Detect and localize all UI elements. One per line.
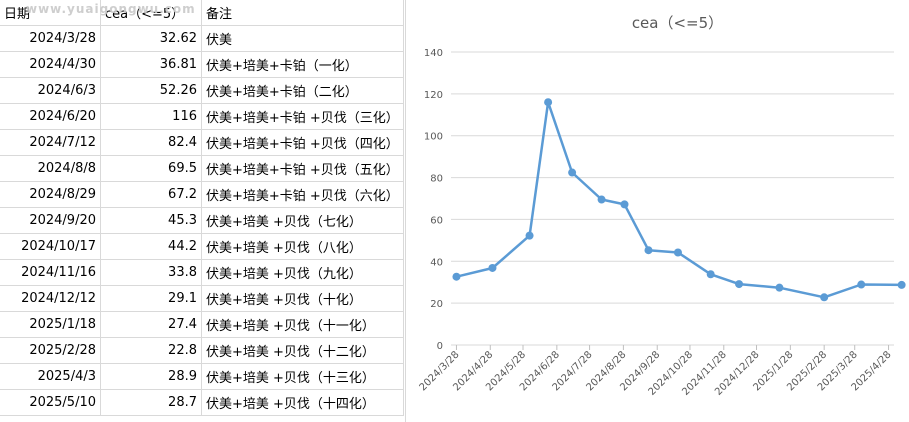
data-point — [735, 280, 744, 289]
table-row: 2024/8/29 67.2 伏美+培美+卡铂 +贝伐（六化） — [0, 181, 404, 208]
table-row: 2024/7/12 82.4 伏美+培美+卡铂 +贝伐（四化） — [0, 129, 404, 156]
cell-date[interactable]: 2024/8/8 — [0, 155, 101, 182]
table-row: 2024/6/20 116 伏美+培美+卡铂 +贝伐（三化） — [0, 103, 404, 130]
y-tick-label: 20 — [430, 299, 443, 310]
spreadsheet: 日期 cea（<=5） 备注 2024/3/28 32.62 伏美 2024/4/30… — [0, 0, 404, 422]
data-point — [897, 280, 906, 289]
data-point — [820, 293, 829, 302]
data-point — [525, 231, 534, 240]
cea-line-chart: cea（<=5）0204060801001201402024/3/282024/… — [418, 14, 906, 398]
cell-cea[interactable]: 44.2 — [100, 233, 202, 260]
y-tick-label: 40 — [430, 257, 443, 268]
table-row: 2025/2/28 22.8 伏美+培美 +贝伐（十二化） — [0, 337, 404, 364]
y-tick-label: 140 — [424, 48, 443, 59]
cell-date[interactable]: 2025/1/18 — [0, 311, 101, 338]
cell-cea[interactable]: 33.8 — [100, 259, 202, 286]
cell-date[interactable]: 2025/5/10 — [0, 389, 101, 416]
cell-note[interactable]: 伏美+培美 +贝伐（八化） — [201, 233, 404, 260]
header-note[interactable]: 备注 — [201, 0, 404, 26]
watermark-text: www.yuaigongwu.com — [26, 2, 196, 16]
chart-container[interactable]: cea（<=5） 0 20 40 60 80 100 120 140 2024/3/28 2024/… — [405, 0, 909, 422]
table-row: 2024/12/12 29.1 伏美+培美 +贝伐（十化） — [0, 285, 404, 312]
y-tick-label: 60 — [430, 215, 443, 226]
data-point — [452, 272, 461, 281]
data-point — [597, 195, 606, 204]
table-row: 2024/10/17 44.2 伏美+培美 +贝伐（八化） — [0, 233, 404, 260]
y-tick-label: 80 — [430, 174, 443, 185]
cell-cea[interactable]: 45.3 — [100, 207, 202, 234]
cell-date[interactable]: 2024/3/28 — [0, 25, 101, 52]
cell-note[interactable]: 伏美+培美 +贝伐（十一化） — [201, 311, 404, 338]
y-tick-label: 100 — [424, 132, 443, 143]
data-point — [775, 283, 784, 292]
cell-note[interactable]: 伏美+培美+卡铂（一化） — [201, 51, 404, 78]
table-row: 2025/1/18 27.4 伏美+培美 +贝伐（十一化） — [0, 311, 404, 338]
y-tick-label: 120 — [424, 90, 443, 101]
header-date[interactable]: 日期 — [0, 0, 101, 26]
cell-date[interactable]: 2024/9/20 — [0, 207, 101, 234]
data-point — [568, 168, 577, 177]
data-point — [706, 270, 715, 279]
data-table: 日期 cea（<=5） 备注 2024/3/28 32.62 伏美 2024/4/30… — [0, 0, 404, 416]
cell-date[interactable]: 2024/7/12 — [0, 129, 101, 156]
table-row: 2024/9/20 45.3 伏美+培美 +贝伐（七化） — [0, 207, 404, 234]
cell-cea[interactable]: 69.5 — [100, 155, 202, 182]
cell-cea[interactable]: 28.7 — [100, 389, 202, 416]
cell-date[interactable]: 2025/2/28 — [0, 337, 101, 364]
table-row: 2024/6/3 52.26 伏美+培美+卡铂（二化） — [0, 77, 404, 104]
header-row: 日期 cea（<=5） 备注 — [0, 0, 404, 26]
data-point — [857, 280, 866, 289]
cell-cea[interactable]: 36.81 — [100, 51, 202, 78]
data-point — [644, 246, 653, 255]
cell-note[interactable]: 伏美+培美 +贝伐（七化） — [201, 207, 404, 234]
chart-title: cea（<=5） — [632, 14, 723, 32]
cell-cea[interactable]: 29.1 — [100, 285, 202, 312]
cell-note[interactable]: 伏美+培美 +贝伐（十二化） — [201, 337, 404, 364]
cell-note[interactable]: 伏美+培美 +贝伐（九化） — [201, 259, 404, 286]
cell-note[interactable]: 伏美+培美 +贝伐（十三化） — [201, 363, 404, 390]
cell-date[interactable]: 2024/6/3 — [0, 77, 101, 104]
cell-cea[interactable]: 27.4 — [100, 311, 202, 338]
cell-cea[interactable]: 67.2 — [100, 181, 202, 208]
cell-date[interactable]: 2024/10/17 — [0, 233, 101, 260]
table-row: 2025/5/10 28.7 伏美+培美 +贝伐（十四化） — [0, 389, 404, 416]
table-row: 2024/8/8 69.5 伏美+培美+卡铂 +贝伐（五化） — [0, 155, 404, 182]
cell-note[interactable]: 伏美+培美+卡铂 +贝伐（五化） — [201, 155, 404, 182]
cell-date[interactable]: 2025/4/3 — [0, 363, 101, 390]
cell-cea[interactable]: 32.62 — [100, 25, 202, 52]
cell-note[interactable]: 伏美+培美+卡铂 +贝伐（四化） — [201, 129, 404, 156]
series-line — [456, 100, 902, 299]
data-point — [488, 263, 497, 272]
cell-note[interactable]: 伏美+培美 +贝伐（十化） — [201, 285, 404, 312]
table-row: 2025/4/3 28.9 伏美+培美 +贝伐（十三化） — [0, 363, 404, 390]
cell-cea[interactable]: 116 — [100, 103, 202, 130]
data-point — [544, 98, 553, 107]
cell-note[interactable]: 伏美+培美+卡铂 +贝伐（六化） — [201, 181, 404, 208]
table-row: 2024/3/28 32.62 伏美 — [0, 25, 404, 52]
cell-note[interactable]: 伏美+培美+卡铂 +贝伐（三化） — [201, 103, 404, 130]
data-point — [673, 248, 682, 257]
cell-cea[interactable]: 82.4 — [100, 129, 202, 156]
cell-cea[interactable]: 22.8 — [100, 337, 202, 364]
table-row: 2024/4/30 36.81 伏美+培美+卡铂（一化） — [0, 51, 404, 78]
cell-note[interactable]: 伏美+培美+卡铂（二化） — [201, 77, 404, 104]
cell-date[interactable]: 2024/11/16 — [0, 259, 101, 286]
header-cea[interactable]: cea（<=5） — [100, 0, 202, 26]
cell-cea[interactable]: 28.9 — [100, 363, 202, 390]
cell-note[interactable]: 伏美+培美 +贝伐（十四化） — [201, 389, 404, 416]
y-tick-label: 0 — [437, 341, 443, 352]
table-row: 2024/11/16 33.8 伏美+培美 +贝伐（九化） — [0, 259, 404, 286]
cell-note[interactable]: 伏美 — [201, 25, 404, 52]
cell-cea[interactable]: 52.26 — [100, 77, 202, 104]
data-point — [620, 200, 629, 209]
cell-date[interactable]: 2024/8/29 — [0, 181, 101, 208]
cell-date[interactable]: 2024/6/20 — [0, 103, 101, 130]
cell-date[interactable]: 2024/4/30 — [0, 51, 101, 78]
cell-date[interactable]: 2024/12/12 — [0, 285, 101, 312]
